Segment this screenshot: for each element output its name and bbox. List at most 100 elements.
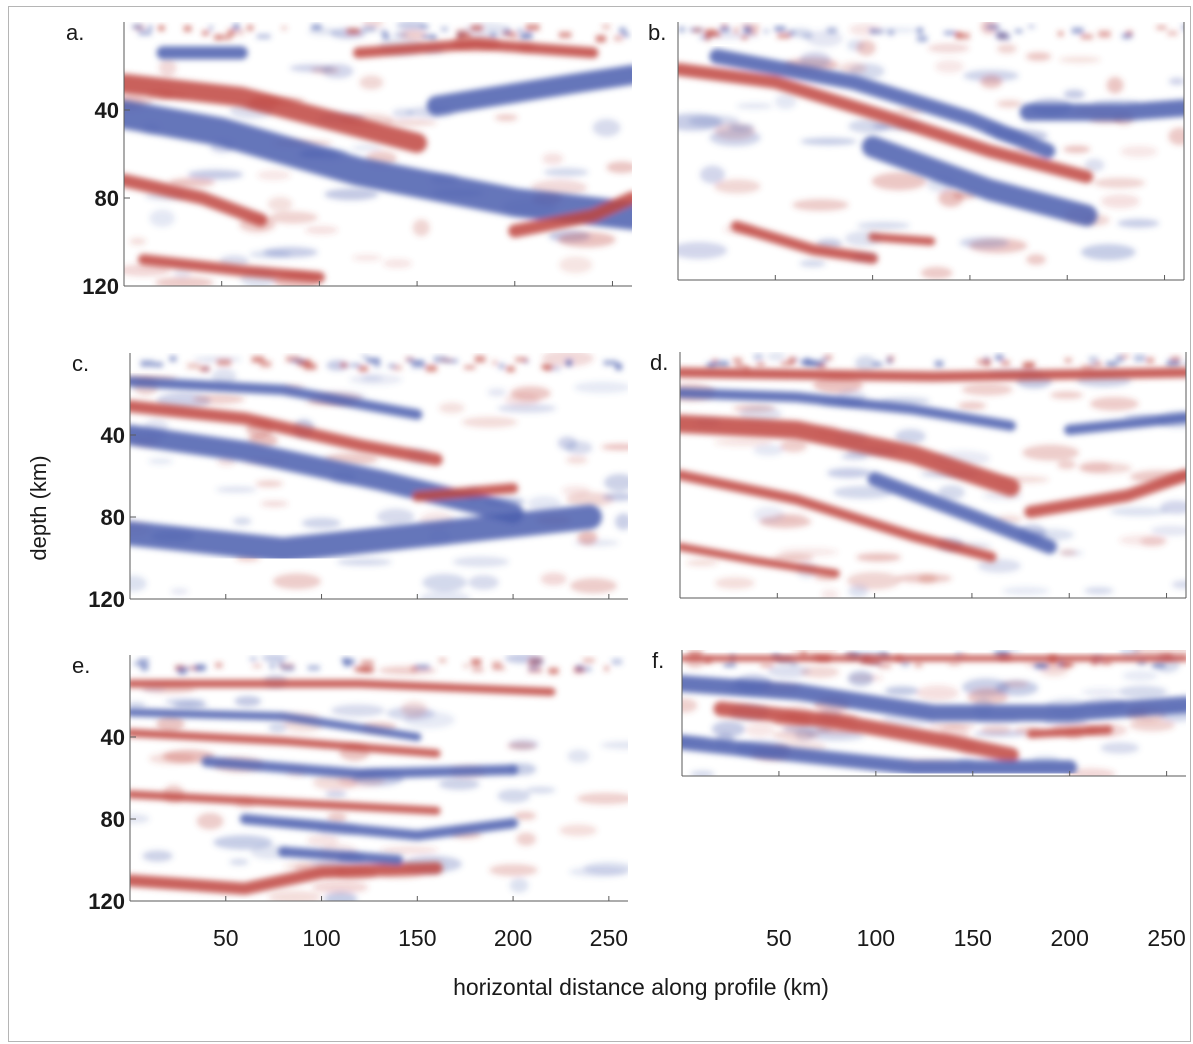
surface-noise bbox=[741, 24, 751, 28]
surface-noise bbox=[515, 357, 528, 362]
texture-blob bbox=[1129, 718, 1176, 732]
surface-noise bbox=[215, 662, 223, 668]
surface-noise bbox=[1115, 355, 1124, 363]
surface-noise bbox=[961, 653, 967, 657]
surface-noise bbox=[721, 24, 728, 28]
surface-noise bbox=[464, 365, 476, 369]
texture-blob bbox=[778, 547, 839, 557]
texture-blob bbox=[848, 119, 890, 134]
texture-blob bbox=[775, 512, 807, 520]
texture-blob bbox=[573, 381, 628, 394]
texture-blob bbox=[714, 577, 755, 590]
panel-label: f. bbox=[652, 648, 664, 673]
texture-blob bbox=[780, 439, 808, 453]
texture-blob bbox=[268, 723, 287, 733]
surface-noise bbox=[281, 665, 295, 672]
reflector-bands bbox=[678, 48, 1184, 264]
surface-noise bbox=[246, 25, 254, 31]
texture-blob bbox=[690, 770, 715, 776]
texture-blob bbox=[772, 730, 820, 740]
texture-blob bbox=[678, 241, 728, 260]
surface-noise bbox=[711, 359, 718, 364]
texture-blob bbox=[682, 698, 698, 713]
surface-noise bbox=[878, 663, 891, 669]
texture-blob bbox=[525, 786, 556, 794]
texture-blob bbox=[412, 219, 430, 237]
texture-blob bbox=[1117, 685, 1168, 699]
texture-blob bbox=[211, 368, 237, 386]
surface-noise bbox=[814, 360, 824, 365]
surface-noise bbox=[678, 26, 685, 33]
surface-noise bbox=[525, 24, 540, 31]
surface-noise bbox=[1101, 659, 1112, 665]
reflector-band-positive bbox=[1026, 725, 1113, 739]
texture-blob bbox=[927, 43, 970, 53]
surface-noise bbox=[492, 666, 506, 671]
surface-noise bbox=[566, 360, 572, 367]
texture-blob bbox=[559, 256, 593, 274]
surface-noise bbox=[133, 662, 144, 666]
reflector-band-positive bbox=[731, 220, 878, 264]
texture-blob bbox=[168, 177, 216, 187]
surface-noise bbox=[394, 32, 408, 37]
texture-blob bbox=[774, 93, 797, 110]
reflector-band-positive bbox=[508, 191, 632, 238]
surface-noise bbox=[763, 29, 769, 34]
surface-noise bbox=[307, 665, 320, 671]
surface-noise bbox=[1122, 34, 1131, 40]
surface-noise bbox=[380, 29, 388, 34]
surface-noise bbox=[1080, 34, 1093, 40]
surface-noise bbox=[340, 363, 348, 368]
surface-noise bbox=[269, 662, 276, 670]
surface-noise bbox=[705, 362, 712, 369]
heatmap-image bbox=[130, 655, 628, 901]
texture-blob bbox=[130, 701, 146, 710]
texture-blob bbox=[1080, 244, 1136, 261]
reflector-band-positive bbox=[412, 483, 519, 502]
x-tick-label: 100 bbox=[302, 925, 340, 951]
surface-noise bbox=[419, 25, 429, 29]
surface-noise bbox=[183, 25, 192, 32]
texture-blob bbox=[896, 573, 952, 584]
surface-noise bbox=[492, 661, 502, 669]
surface-noise bbox=[407, 358, 414, 362]
texture-blob bbox=[1022, 444, 1080, 461]
texture-blob bbox=[306, 834, 339, 847]
texture-blob bbox=[148, 753, 196, 765]
texture-blob bbox=[699, 165, 726, 184]
surface-noise bbox=[777, 33, 791, 39]
texture-blob bbox=[268, 211, 318, 224]
y-tick-label: 120 bbox=[88, 587, 125, 612]
texture-blob bbox=[149, 209, 175, 228]
texture-blob bbox=[213, 835, 273, 850]
surface-noise bbox=[1014, 29, 1023, 33]
texture-blob bbox=[753, 506, 785, 523]
texture-blob bbox=[311, 881, 369, 894]
reflector-bands bbox=[130, 376, 602, 563]
surface-noise bbox=[1088, 356, 1098, 362]
surface-noise bbox=[788, 357, 796, 364]
surface-noise bbox=[456, 35, 464, 41]
surface-noise bbox=[504, 28, 510, 35]
texture-blob bbox=[937, 485, 965, 500]
surface-noise bbox=[887, 355, 895, 363]
texture-blob bbox=[569, 578, 617, 594]
heatmap-image bbox=[124, 22, 632, 286]
x-tick-label: 150 bbox=[954, 925, 992, 951]
surface-noise bbox=[699, 35, 711, 40]
texture-blob bbox=[567, 749, 590, 763]
surface-noise bbox=[531, 659, 544, 665]
texture-blob bbox=[1109, 507, 1169, 517]
surface-noise bbox=[604, 666, 609, 671]
reflector-band-positive bbox=[130, 400, 443, 466]
reflector-band-negative bbox=[861, 135, 1098, 227]
surface-noise bbox=[361, 660, 374, 665]
texture-blob bbox=[1063, 145, 1091, 153]
texture-blob bbox=[1117, 218, 1160, 228]
texture-blob bbox=[487, 388, 507, 397]
surface-noise bbox=[470, 25, 483, 31]
y-tick-label: 40 bbox=[95, 98, 119, 123]
surface-noise bbox=[914, 661, 923, 668]
surface-noise bbox=[388, 364, 396, 368]
